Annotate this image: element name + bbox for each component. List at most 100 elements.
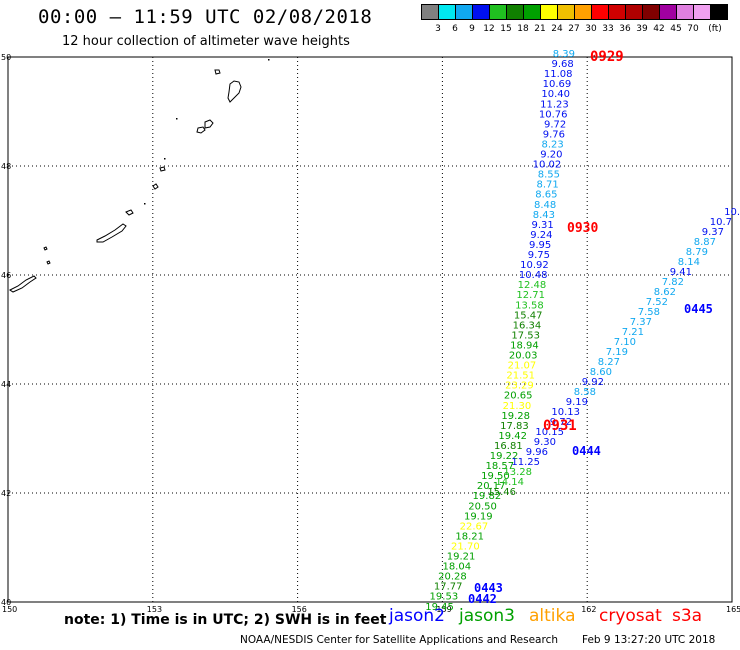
legend-tick-label: 27 <box>568 24 580 34</box>
swh-value: 9.75 <box>528 250 550 261</box>
swh-value: 8.14 <box>678 257 700 268</box>
lat-label: 42 <box>1 489 11 498</box>
swh-value: 19.53 <box>430 592 459 603</box>
swh-value: 11.08 <box>544 69 573 80</box>
swh-value: 18.94 <box>510 340 539 351</box>
swh-value: 18.21 <box>455 531 484 542</box>
pass-time-label: 0442 <box>468 592 497 606</box>
coastline <box>43 246 48 251</box>
legend-tick-label: 21 <box>534 24 546 34</box>
pass-time-label: 0931 <box>543 418 577 434</box>
page-subtitle: 12 hour collection of altimeter wave hei… <box>62 34 350 49</box>
swh-value: 9.68 <box>551 59 573 70</box>
swh-value: 9.72 <box>550 417 572 428</box>
swh-value: 7.37 <box>630 317 652 328</box>
legend-tick-label: 42 <box>653 24 665 34</box>
swh-value: 19.28 <box>501 411 530 422</box>
swh-value: 8.27 <box>598 357 620 368</box>
swh-value: 21.51 <box>506 371 535 382</box>
lat-label: 40 <box>1 598 11 607</box>
legend-tick-label: 45 <box>670 24 682 34</box>
footer-note: note: 1) Time is in UTC; 2) SWH is in fe… <box>64 612 387 628</box>
swh-value: 10.7 <box>710 217 732 228</box>
coastline <box>214 69 221 75</box>
swh-value: 17.53 <box>511 330 540 341</box>
swh-value: 8.65 <box>535 190 557 201</box>
swh-value: 11.23 <box>540 99 569 110</box>
lat-label: 46 <box>1 271 11 280</box>
swh-value: 9.37 <box>702 227 724 238</box>
swh-value: 7.58 <box>638 307 660 318</box>
lat-label: 48 <box>1 162 11 171</box>
swh-value: 16.81 <box>494 441 523 452</box>
coastline <box>152 183 159 190</box>
swh-value: 9.20 <box>540 150 562 161</box>
coastline <box>227 80 242 103</box>
swh-value: 9.92 <box>582 377 604 388</box>
swh-value: 19.19 <box>464 511 493 522</box>
swh-value: 20.50 <box>468 501 497 512</box>
legend-tick-label: 3 <box>435 24 441 34</box>
swh-value: 8.87 <box>694 237 716 248</box>
lon-label: 150 <box>2 605 17 614</box>
lon-label: 162 <box>581 605 596 614</box>
swh-value: 14.14 <box>495 477 524 488</box>
swh-value: 17.83 <box>500 421 529 432</box>
swh-value: 8.79 <box>686 247 708 258</box>
swh-value: 19.21 <box>447 552 476 563</box>
swh-value: 9.19 <box>566 397 588 408</box>
swh-value: 20.28 <box>438 572 467 583</box>
coastline <box>46 260 51 265</box>
swh-value: 9.24 <box>530 230 552 241</box>
lon-label: 156 <box>292 605 307 614</box>
map-frame <box>7 56 733 603</box>
sat-label-jason2: jason2 <box>389 606 445 626</box>
swh-value: 17.77 <box>434 582 463 593</box>
coastline <box>164 158 166 160</box>
swh-value: 8.23 <box>541 139 563 150</box>
swh-value: 7.19 <box>606 347 628 358</box>
swh-value: 9.96 <box>526 447 548 458</box>
swh-value: 15.47 <box>514 310 543 321</box>
swh-value: 10.13 <box>551 407 580 418</box>
swh-value: 9.31 <box>531 220 553 231</box>
legend-tick-label: 6 <box>452 24 458 34</box>
sat-label-altika: altika <box>529 606 576 626</box>
swh-value: 8.62 <box>654 287 676 298</box>
swh-value: 20.65 <box>504 391 533 402</box>
swh-value: 21.07 <box>508 361 537 372</box>
pass-time-label: 0930 <box>567 221 598 236</box>
swh-value: 9.41 <box>670 267 692 278</box>
coastline <box>9 275 37 293</box>
legend-tick-label: 24 <box>551 24 563 34</box>
swh-value: 19.45 <box>425 602 454 613</box>
swh-value: 8.60 <box>590 367 612 378</box>
swh-value: 10.02 <box>533 160 562 171</box>
swh-value: 7.52 <box>646 297 668 308</box>
swh-value: 16.34 <box>513 320 542 331</box>
swh-value: 10.48 <box>519 270 548 281</box>
coastline <box>176 118 178 120</box>
lon-label: 159 <box>436 605 451 614</box>
legend-tick-label: 70 <box>687 24 699 34</box>
swh-value: 19.22 <box>490 451 519 462</box>
swh-value: 18.57 <box>485 461 514 472</box>
swh-value: 19.42 <box>498 431 527 442</box>
generated-timestamp: Feb 9 13:27:20 UTC 2018 <box>582 634 716 646</box>
swh-value: 12.71 <box>516 290 545 301</box>
swh-value: 20.03 <box>509 351 538 362</box>
swh-value: 10.69 <box>543 79 572 90</box>
swh-value: 8.43 <box>533 210 555 221</box>
page-title: 00:00 – 11:59 UTC 02/08/2018 <box>38 6 373 28</box>
swh-value: 10.40 <box>541 89 570 100</box>
lon-label: 153 <box>147 605 162 614</box>
swh-value: 10.76 <box>539 109 568 120</box>
swh-value: 10. <box>724 207 740 218</box>
swh-value: 9.95 <box>529 240 551 251</box>
coastline <box>125 209 134 216</box>
coastline <box>204 119 214 129</box>
swh-value: 11.25 <box>511 457 540 468</box>
swh-value: 20.17 <box>477 481 506 492</box>
